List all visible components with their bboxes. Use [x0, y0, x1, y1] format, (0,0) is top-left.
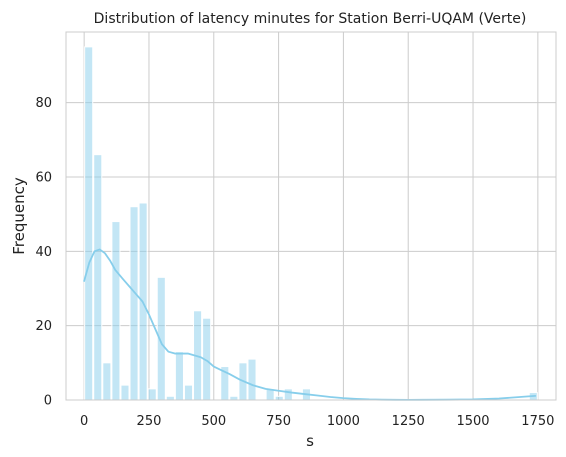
histogram-bar — [247, 358, 257, 401]
y-axis-ticks: 0 20 40 60 80 — [35, 96, 52, 408]
y-tick-label: 80 — [35, 96, 52, 111]
x-axis-label: s — [306, 432, 314, 450]
kde-layer — [83, 248, 537, 401]
x-tick-label: 500 — [201, 414, 226, 429]
bars-layer — [84, 46, 538, 401]
y-tick-label: 40 — [35, 245, 52, 260]
histogram-bar — [283, 388, 293, 401]
kde-line — [83, 248, 537, 401]
histogram-bar — [129, 206, 139, 401]
histogram-bar — [156, 276, 166, 401]
plot-frame — [65, 31, 557, 401]
x-tick-label: 1500 — [456, 414, 489, 429]
x-tick-label: 1250 — [392, 414, 425, 429]
histogram-bar — [274, 395, 284, 401]
y-axis-label: Frequency — [10, 177, 28, 255]
x-tick-label: 250 — [137, 414, 162, 429]
histogram-bar — [229, 395, 239, 401]
x-tick-label: 0 — [80, 414, 88, 429]
x-tick-label: 1750 — [521, 414, 554, 429]
y-tick-label: 0 — [44, 394, 52, 409]
histogram-bar — [120, 384, 130, 401]
x-axis-ticks: 0 250 500 750 1000 1250 1500 1750 — [80, 414, 554, 429]
histogram-bar — [165, 395, 175, 401]
histogram-bar — [111, 221, 121, 401]
chart-title: Distribution of latency minutes for Stat… — [94, 11, 527, 27]
y-tick-label: 60 — [35, 170, 52, 185]
histogram-bar — [84, 46, 94, 401]
x-tick-label: 1000 — [327, 414, 360, 429]
histogram-bar — [147, 388, 157, 401]
x-tick-label: 750 — [266, 414, 291, 429]
grid-layer — [66, 32, 556, 401]
y-tick-label: 20 — [35, 319, 52, 334]
histogram-bar — [183, 384, 194, 401]
histogram-bar — [174, 351, 184, 401]
histogram-bar — [93, 154, 103, 401]
histogram-bar — [102, 362, 112, 401]
